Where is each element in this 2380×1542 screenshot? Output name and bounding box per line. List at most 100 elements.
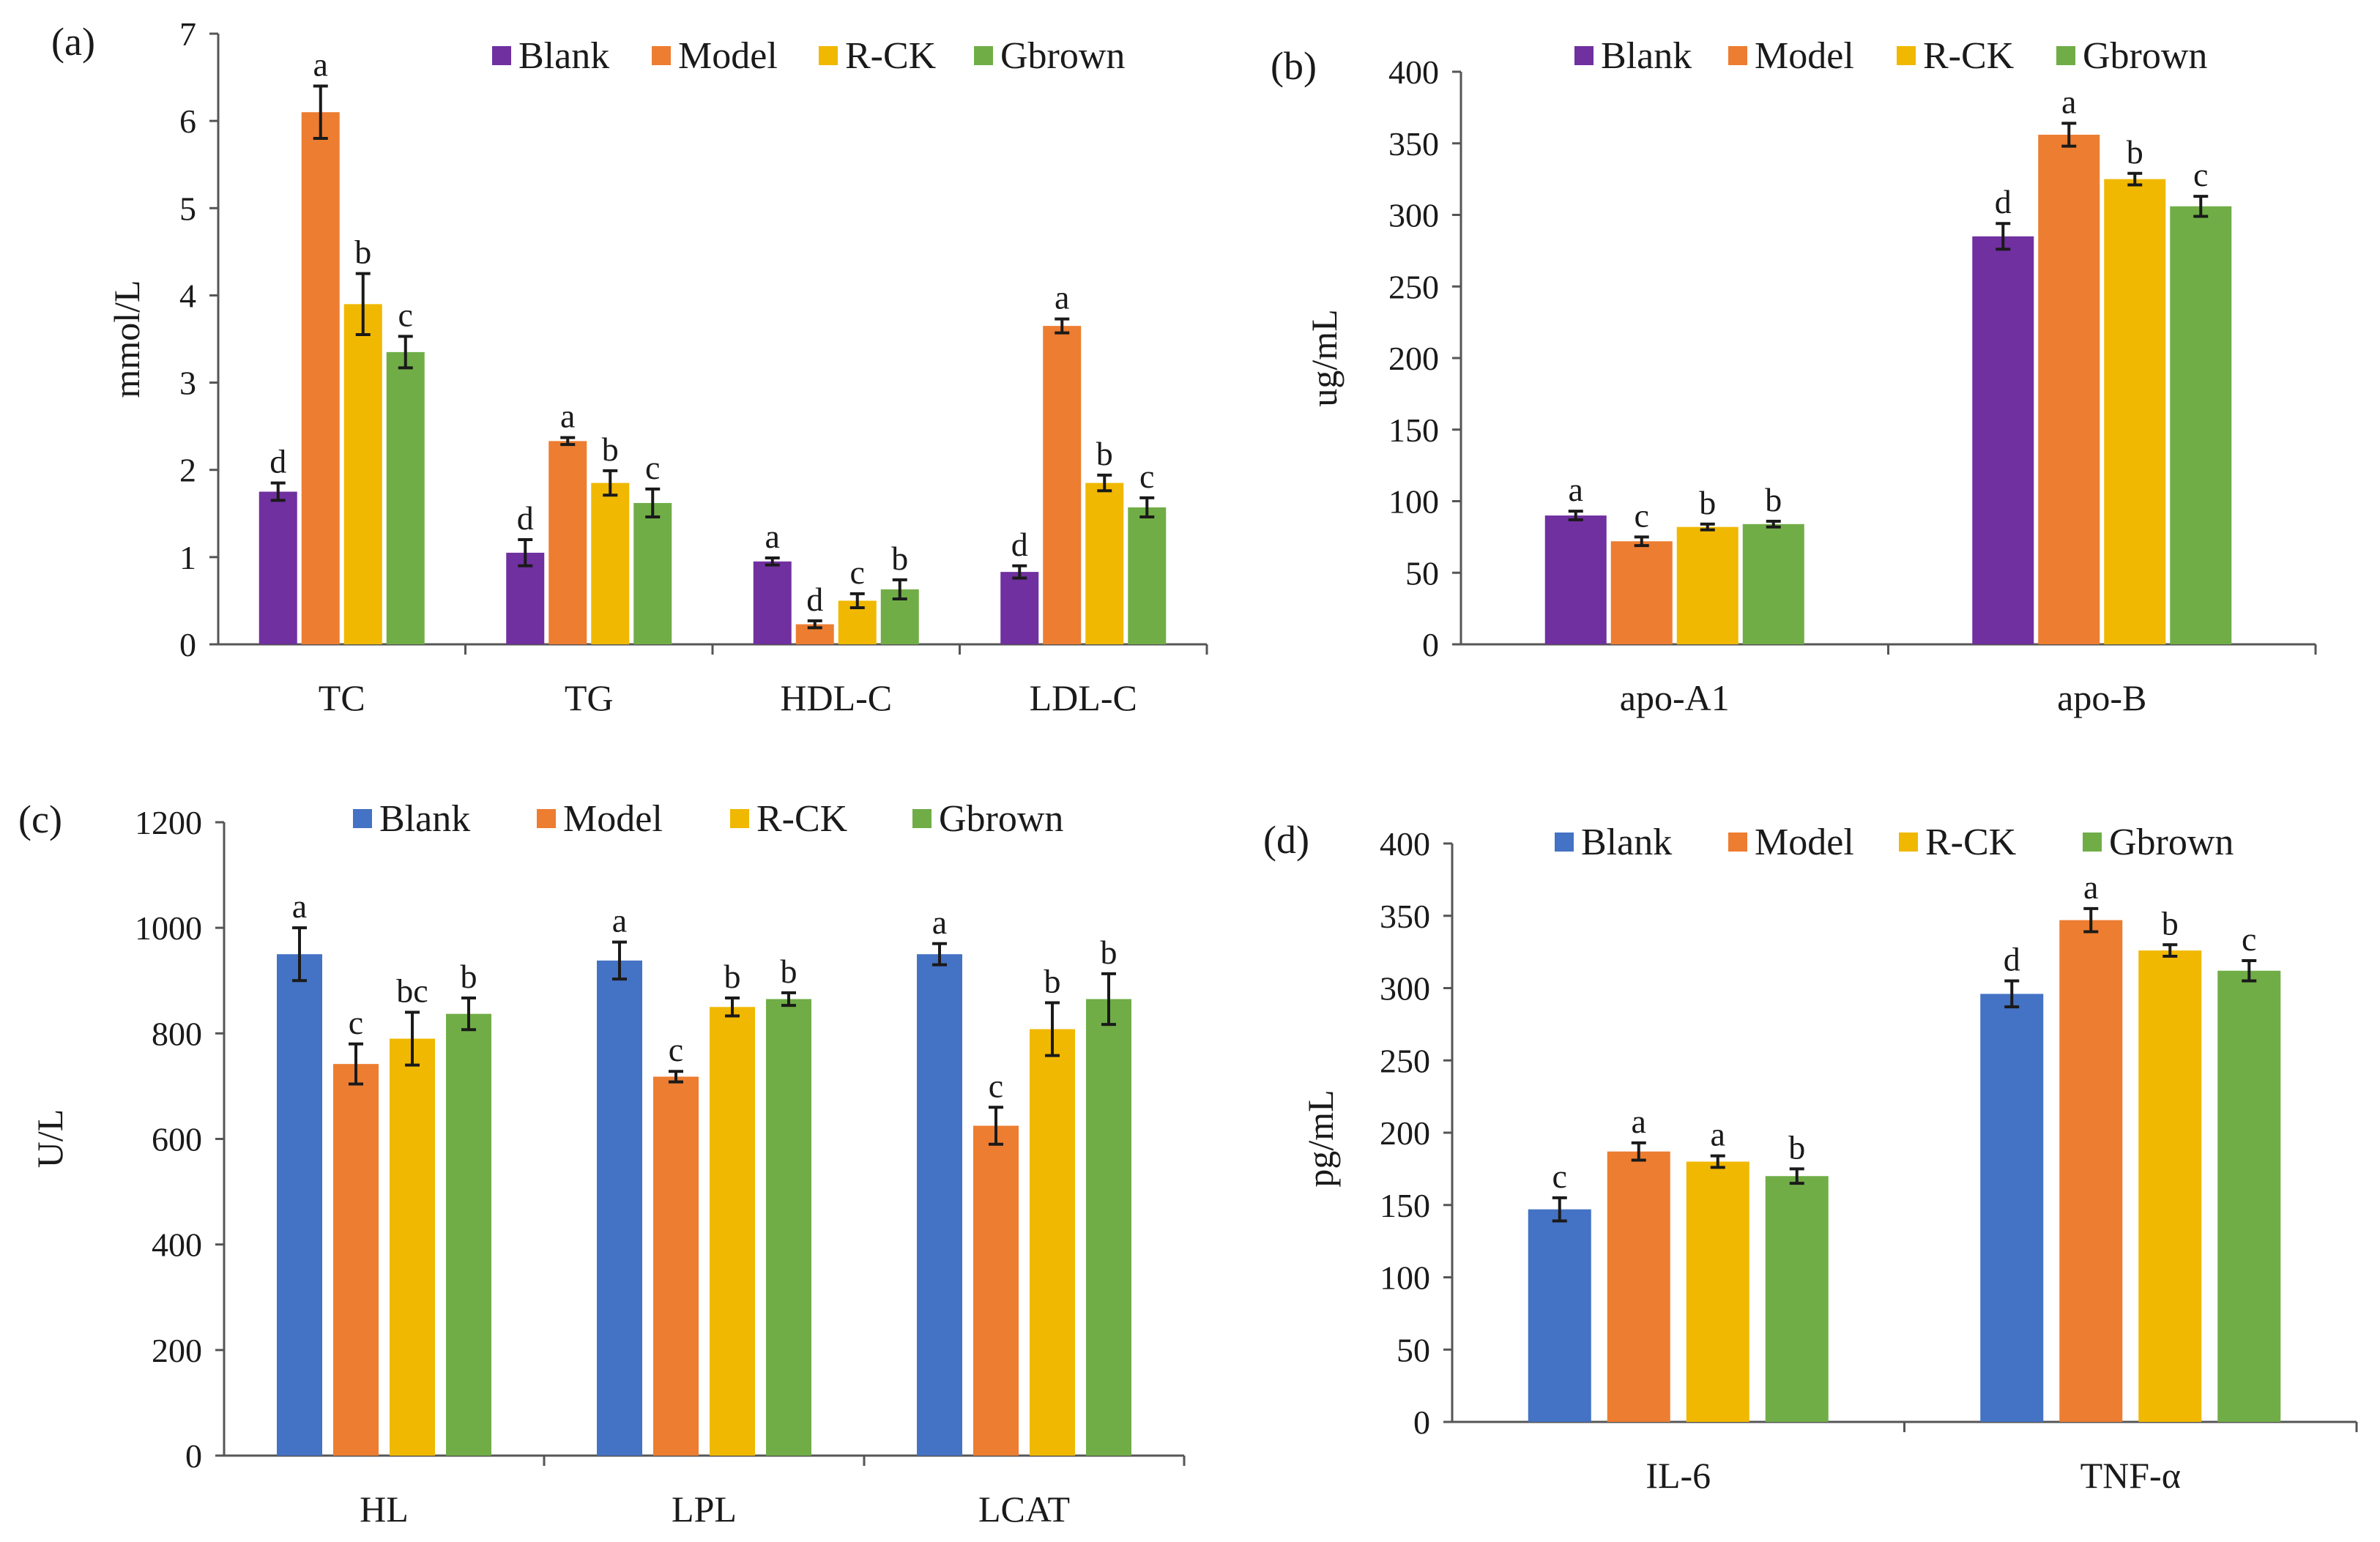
legend-label: R-CK: [756, 798, 848, 840]
x-tick-label: LPL: [672, 1489, 737, 1530]
bar: [2038, 135, 2100, 644]
significance-letter: a: [1569, 471, 1583, 508]
bar: [386, 351, 425, 644]
panel-d: (d) pg/mL 0 50 100 150 200 250 300 350 400 IL-6 c a a b…: [1263, 818, 2358, 1496]
y-tick-label: 200: [1380, 1114, 1430, 1152]
y-axis-label: mmol/L: [106, 280, 147, 398]
y-tick-label: 2: [179, 452, 196, 489]
legend-label: R-CK: [845, 35, 937, 77]
significance-letter: b: [891, 540, 908, 577]
significance-letter: a: [1632, 1103, 1646, 1140]
legend-label: Model: [1755, 35, 1854, 77]
x-tick-label: TG: [565, 677, 614, 718]
bar: [343, 304, 382, 644]
bar: [973, 1125, 1019, 1456]
y-axis-label: ug/mL: [1304, 309, 1345, 406]
legend-swatch: [1899, 833, 1918, 852]
y-tick-label: 350: [1388, 125, 1439, 163]
legend-swatch: [1555, 833, 1574, 852]
bar: [1000, 572, 1039, 644]
legend-swatch: [1728, 46, 1747, 65]
legend-swatch: [492, 46, 511, 65]
bar: [766, 999, 811, 1456]
significance-letter: c: [669, 1031, 683, 1068]
significance-letter: a: [2083, 868, 2098, 906]
legend-swatch: [537, 809, 556, 828]
legend-label: Model: [563, 798, 663, 840]
bar: [591, 483, 630, 644]
y-tick-label: 100: [1388, 483, 1439, 521]
legend-swatch: [730, 809, 749, 828]
significance-letter: a: [1055, 279, 1069, 316]
panel-b: (b) ug/mL 0 50 100 150 200 250 300 350 400 apo-A1 a c…: [1271, 35, 2317, 718]
y-tick-label: 4: [179, 277, 196, 314]
legend-label: R-CK: [1925, 822, 2017, 863]
legend-swatch: [2056, 46, 2075, 65]
bar: [1085, 483, 1124, 644]
legend-label: Gbrown: [1000, 35, 1125, 77]
legend-swatch: [353, 809, 372, 828]
y-axis-label: U/L: [29, 1109, 70, 1169]
significance-letter: b: [461, 958, 477, 995]
significance-letter: a: [560, 398, 575, 435]
y-tick-label: 800: [152, 1015, 202, 1052]
legend-swatch: [1728, 833, 1747, 852]
significance-letter: b: [1699, 484, 1716, 521]
significance-letter: c: [989, 1067, 1003, 1104]
bar: [597, 960, 642, 1456]
significance-letter: d: [2004, 941, 2020, 978]
legend-label: Gbrown: [2083, 35, 2207, 77]
bar: [2217, 970, 2281, 1422]
y-tick-label: 400: [1380, 825, 1430, 863]
bar: [1086, 999, 1131, 1456]
bar: [1972, 236, 2034, 644]
bar: [1676, 526, 1738, 644]
legend-swatch: [1897, 46, 1916, 65]
significance-letter: c: [1139, 458, 1154, 495]
bar: [2059, 920, 2123, 1422]
y-tick-label: 50: [1405, 554, 1439, 592]
bar: [1544, 515, 1607, 644]
bar: [633, 502, 672, 644]
bar: [2170, 206, 2232, 644]
x-tick-label: IL-6: [1645, 1455, 1711, 1496]
y-tick-label: 5: [179, 190, 196, 227]
panel-label: (a): [51, 20, 95, 64]
bar: [1607, 1151, 1670, 1422]
bar: [1128, 507, 1167, 644]
bar: [277, 954, 322, 1456]
legend-label: R-CK: [1923, 35, 2015, 77]
significance-letter: b: [354, 234, 371, 271]
legend-label: Blank: [518, 35, 609, 77]
legend-swatch: [1574, 46, 1594, 65]
significance-letter: b: [724, 958, 741, 995]
legend-swatch: [912, 809, 931, 828]
legend-label: Blank: [1581, 822, 1672, 863]
significance-letter: d: [517, 499, 534, 537]
significance-letter: a: [313, 45, 328, 83]
y-tick-label: 250: [1380, 1042, 1430, 1079]
y-tick-label: 200: [152, 1332, 202, 1369]
significance-letter: c: [1635, 496, 1649, 534]
y-tick-label: 400: [1388, 53, 1439, 91]
significance-letter: b: [1765, 481, 1782, 518]
bar: [259, 491, 297, 644]
y-tick-label: 150: [1388, 411, 1439, 449]
significance-letter: c: [645, 449, 660, 486]
significance-letter: b: [781, 953, 797, 990]
legend-label: Model: [678, 35, 778, 77]
significance-letter: a: [765, 518, 780, 555]
x-tick-label: TC: [319, 677, 365, 718]
y-tick-label: 0: [1413, 1404, 1430, 1441]
legend-swatch: [819, 46, 838, 65]
bar: [548, 441, 587, 644]
bar: [1610, 541, 1673, 644]
significance-letter: c: [1552, 1158, 1567, 1195]
y-tick-label: 0: [185, 1437, 202, 1475]
bar: [1043, 326, 1082, 644]
bar: [1030, 1029, 1075, 1456]
legend-swatch: [974, 46, 993, 65]
significance-letter: bc: [396, 972, 428, 1010]
